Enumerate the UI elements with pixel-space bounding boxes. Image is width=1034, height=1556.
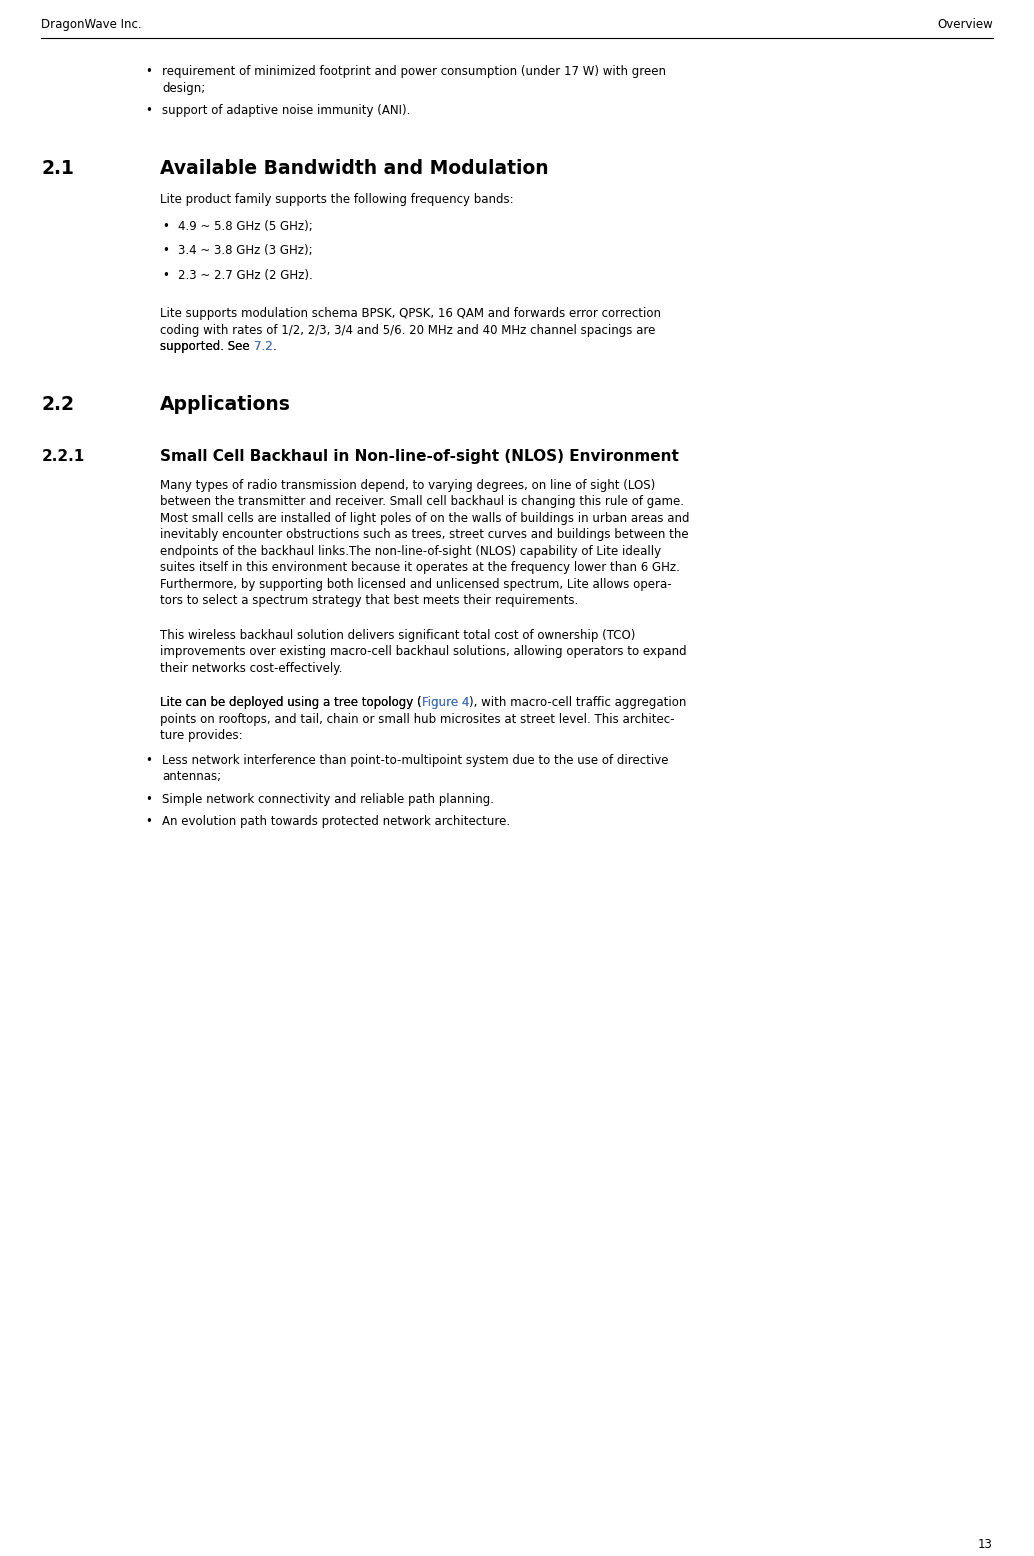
- Text: coding with rates of 1/2, 2/3, 3/4 and 5/6. 20 MHz and 40 MHz channel spacings a: coding with rates of 1/2, 2/3, 3/4 and 5…: [160, 324, 656, 336]
- Text: Small Cell Backhaul in Non-line-of-sight (NLOS) Environment: Small Cell Backhaul in Non-line-of-sight…: [160, 450, 679, 464]
- Text: •: •: [145, 815, 152, 828]
- Text: 2.2.1: 2.2.1: [41, 450, 85, 464]
- Text: requirement of minimized footprint and power consumption (under 17 W) with green: requirement of minimized footprint and p…: [162, 65, 666, 78]
- Text: ture provides:: ture provides:: [160, 730, 243, 742]
- Text: Available Bandwidth and Modulation: Available Bandwidth and Modulation: [160, 159, 549, 177]
- Text: endpoints of the backhaul links.The non-line-of-sight (NLOS) capability of Lite : endpoints of the backhaul links.The non-…: [160, 545, 662, 557]
- Text: between the transmitter and receiver. Small cell backhaul is changing this rule : between the transmitter and receiver. Sm…: [160, 495, 685, 509]
- Text: DragonWave Inc.: DragonWave Inc.: [41, 19, 142, 31]
- Text: •: •: [145, 792, 152, 806]
- Text: Furthermore, by supporting both licensed and unlicensed spectrum, Lite allows op: Furthermore, by supporting both licensed…: [160, 577, 672, 591]
- Text: •: •: [145, 65, 152, 78]
- Text: tors to select a spectrum strategy that best meets their requirements.: tors to select a spectrum strategy that …: [160, 594, 578, 607]
- Text: Lite supports modulation schema BPSK, QPSK, 16 QAM and forwards error correction: Lite supports modulation schema BPSK, QP…: [160, 307, 662, 321]
- Text: Applications: Applications: [160, 395, 292, 414]
- Text: 7.2: 7.2: [253, 341, 272, 353]
- Text: An evolution path towards protected network architecture.: An evolution path towards protected netw…: [162, 815, 511, 828]
- Text: 2.1: 2.1: [41, 159, 74, 177]
- Text: support of adaptive noise immunity (ANI).: support of adaptive noise immunity (ANI)…: [162, 104, 410, 117]
- Text: •: •: [162, 269, 170, 282]
- Text: supported. See: supported. See: [160, 341, 253, 353]
- Text: •: •: [162, 244, 170, 257]
- Text: points on rooftops, and tail, chain or small hub microsites at street level. Thi: points on rooftops, and tail, chain or s…: [160, 713, 675, 725]
- Text: 2.2: 2.2: [41, 395, 74, 414]
- Text: .: .: [272, 341, 276, 353]
- Text: This wireless backhaul solution delivers significant total cost of ownership (TC: This wireless backhaul solution delivers…: [160, 629, 636, 641]
- Text: 3.4 ~ 3.8 GHz (3 GHz);: 3.4 ~ 3.8 GHz (3 GHz);: [178, 244, 312, 257]
- Text: their networks cost-effectively.: their networks cost-effectively.: [160, 661, 342, 675]
- Text: Simple network connectivity and reliable path planning.: Simple network connectivity and reliable…: [162, 792, 494, 806]
- Text: 4.9 ~ 5.8 GHz (5 GHz);: 4.9 ~ 5.8 GHz (5 GHz);: [178, 219, 312, 233]
- Text: Lite can be deployed using a tree topology (: Lite can be deployed using a tree topolo…: [160, 696, 422, 710]
- Text: antennas;: antennas;: [162, 770, 221, 783]
- Text: Overview: Overview: [937, 19, 993, 31]
- Text: 2.3 ~ 2.7 GHz (2 GHz).: 2.3 ~ 2.7 GHz (2 GHz).: [178, 269, 312, 282]
- Text: suites itself in this environment because it operates at the frequency lower tha: suites itself in this environment becaus…: [160, 562, 680, 574]
- Text: Many types of radio transmission depend, to varying degrees, on line of sight (L: Many types of radio transmission depend,…: [160, 479, 656, 492]
- Text: supported. See: supported. See: [160, 341, 253, 353]
- Text: •: •: [145, 104, 152, 117]
- Text: 13: 13: [978, 1537, 993, 1551]
- Text: Lite product family supports the following frequency bands:: Lite product family supports the followi…: [160, 193, 514, 205]
- Text: Lite can be deployed using a tree topology (: Lite can be deployed using a tree topolo…: [160, 696, 422, 710]
- Text: design;: design;: [162, 81, 206, 95]
- Text: improvements over existing macro-cell backhaul solutions, allowing operators to : improvements over existing macro-cell ba…: [160, 646, 687, 658]
- Text: Most small cells are installed of light poles of on the walls of buildings in ur: Most small cells are installed of light …: [160, 512, 690, 524]
- Text: Figure 4: Figure 4: [422, 696, 469, 710]
- Text: •: •: [145, 753, 152, 767]
- Text: 7.2: 7.2: [253, 341, 272, 353]
- Text: •: •: [162, 219, 170, 233]
- Text: inevitably encounter obstructions such as trees, street curves and buildings bet: inevitably encounter obstructions such a…: [160, 527, 689, 541]
- Text: Less network interference than point-to-multipoint system due to the use of dire: Less network interference than point-to-…: [162, 753, 669, 767]
- Text: Figure 4: Figure 4: [422, 696, 469, 710]
- Text: ), with macro-cell traffic aggregation: ), with macro-cell traffic aggregation: [469, 696, 687, 710]
